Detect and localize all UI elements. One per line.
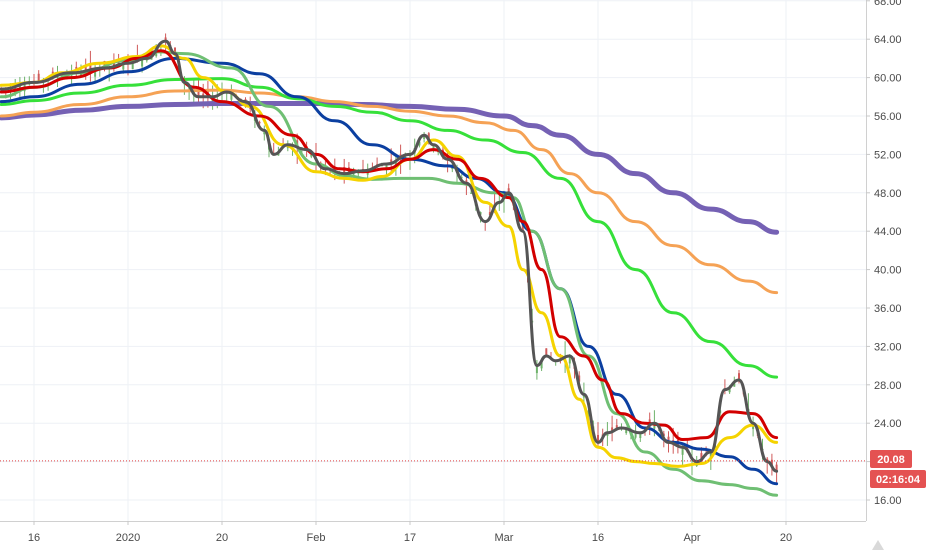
candle-body [488,212,491,216]
candle-body [122,64,125,70]
price-tick-label: 48.00 [874,188,902,200]
scroll-to-end-icon[interactable] [872,540,884,550]
candle-body [202,93,205,97]
time-tick-label: Apr [683,532,700,544]
candle-body [56,76,59,78]
candle-body [174,47,176,54]
candle-body [432,144,435,151]
time-tick-label: 17 [404,532,416,544]
candle-body [667,436,670,443]
countdown-label: 02:16:04 [876,474,921,486]
candle-body [625,429,628,434]
candle-body [634,431,637,438]
time-tick-label: 2020 [116,532,140,544]
price-tick-label: 32.00 [874,341,902,353]
candle-body [738,373,740,380]
candle-body [611,427,614,432]
series-line-1 [0,49,779,441]
time-tick-label: 16 [592,532,604,544]
price-tick-label: 64.00 [874,34,902,46]
candle-body [94,69,97,77]
price-tick-label: 52.00 [874,149,902,161]
price-tick-label: 68.00 [874,0,902,8]
candle-body [390,159,393,163]
candle-body [37,73,40,82]
candle-body [733,383,736,387]
candle-body [639,432,642,438]
candle-body [310,154,313,157]
candle-body [606,432,609,436]
series-line-4 [0,56,779,486]
moving-average-lines [0,39,780,497]
candle-body [89,64,92,71]
candle-body [775,464,778,472]
time-tick-label: Feb [307,532,326,544]
price-tick-label: 44.00 [874,226,902,238]
candle-body [521,223,524,232]
axis-corner [869,521,932,550]
time-axis[interactable]: 16 2020 20 Feb 17 Mar 16 Apr 20 [28,521,792,544]
price-tick-label: 28.00 [874,380,902,392]
candle-body [258,122,261,124]
price-tick-label: 36.00 [874,303,902,315]
candle-body [427,133,430,140]
candle-body [653,423,656,429]
countdown-tag: 02:16:04 [870,470,926,488]
grid [0,0,866,521]
price-tick-label: 60.00 [874,73,902,85]
candle-body [84,66,87,71]
candle-body [470,192,473,194]
candle-body [507,188,510,193]
candle-body [385,164,388,171]
series-line-5 [0,77,779,379]
price-tick-label: 16.00 [874,495,902,507]
candle-body [615,425,618,430]
candle-body [545,348,548,356]
candle-body [709,452,712,458]
candle-body [230,94,233,100]
time-tick-label: 20 [216,532,228,544]
last-price-tag-bg [870,450,912,468]
candle-body [700,453,703,459]
candle-body [770,459,773,467]
candle-body [681,447,684,455]
series-line-7 [0,100,780,235]
last-price-label: 20.08 [877,454,905,466]
series-line-2 [0,39,779,473]
candle-body [263,130,266,135]
countdown-tag-bg [870,470,926,488]
candle-body [164,37,167,42]
price-tick-label: 56.00 [874,111,902,123]
candle-body [597,434,599,443]
candle-body [141,59,144,67]
last-price-tag: 20.08 [870,450,912,468]
candle-body [423,135,426,139]
candle-body [535,365,538,374]
candle-body [197,89,200,97]
candle-body [117,60,120,66]
candle-body [582,394,585,398]
time-tick-label: 16 [28,532,40,544]
price-axis[interactable]: 16.0020.0024.0028.0032.0036.0040.0044.00… [866,0,902,507]
candle-body [131,62,134,70]
time-tick-label: 20 [780,532,792,544]
price-tick-label: 24.00 [874,418,902,430]
series-line-6 [0,88,779,295]
candles [0,33,778,483]
candle-body [418,141,421,146]
candle-body [568,356,571,364]
candle-body [540,360,543,369]
price-tick-label: 40.00 [874,265,902,277]
candle-body [578,375,581,382]
time-tick-label: Mar [495,532,514,544]
